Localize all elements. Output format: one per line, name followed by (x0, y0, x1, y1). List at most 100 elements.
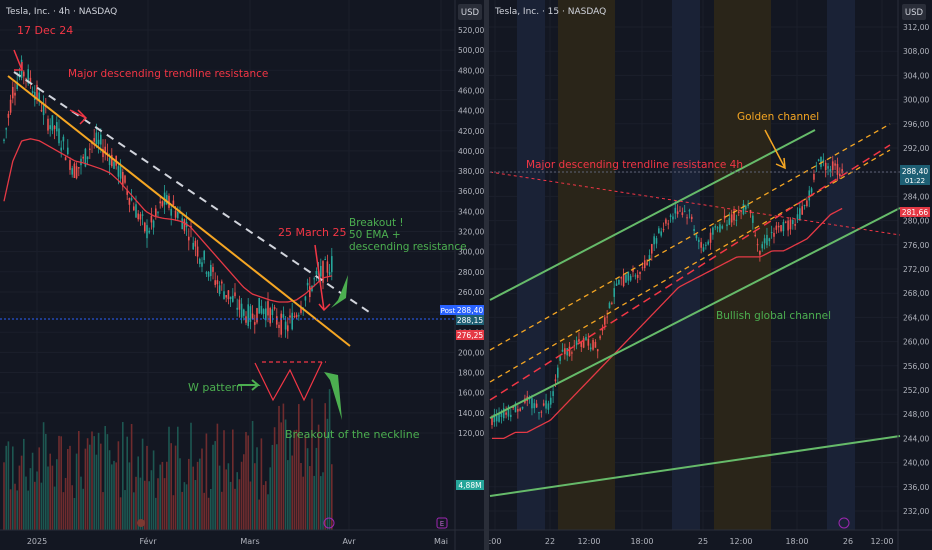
candle-body (260, 305, 263, 314)
candle-body (56, 122, 58, 132)
candle-body (86, 156, 89, 160)
dividend-icon[interactable] (323, 517, 335, 529)
dividend-icon[interactable] (838, 517, 850, 529)
annotation-golden-channel: Golden channel (737, 111, 819, 123)
pane-divider[interactable] (484, 0, 489, 550)
candle-body (161, 201, 164, 207)
ema-badge (456, 330, 484, 340)
volume-bar (315, 447, 318, 530)
candle-body (820, 156, 822, 167)
y-tick-label: 256,00 (903, 362, 929, 371)
candle-body (594, 341, 597, 348)
volume-bar (234, 488, 236, 530)
volume-bar (7, 441, 10, 530)
candle-body (69, 160, 71, 170)
currency-button[interactable] (458, 4, 482, 20)
candle-body (662, 229, 665, 231)
volume-bar (117, 441, 120, 530)
candle-body (740, 211, 742, 213)
candle-body (559, 356, 561, 361)
candle-body (315, 270, 318, 275)
volume-bar (148, 481, 150, 530)
earnings-icon[interactable] (436, 517, 448, 529)
candle-body (505, 412, 507, 415)
candle-body (839, 173, 841, 177)
y-tick-label: 420,00 (458, 127, 484, 136)
x-tick-label: 22 (545, 537, 555, 546)
volume-bar (216, 423, 219, 530)
volume-bar (313, 475, 315, 530)
candle-body (742, 203, 745, 215)
volume-bar (174, 445, 177, 530)
volume-bar (262, 484, 265, 530)
candle-body (726, 224, 728, 227)
volume-bar (280, 422, 282, 530)
y-tick-label: 300,00 (458, 248, 484, 257)
y-tick-label: 252,00 (903, 386, 929, 395)
candle-body (309, 286, 311, 298)
candle-body (632, 268, 634, 272)
candle-body (276, 316, 278, 325)
currency-label: USD (905, 8, 924, 18)
volume-bar (86, 438, 89, 530)
candle-body (831, 161, 834, 170)
y-tick-label: 276,00 (903, 241, 929, 250)
volume-bar (31, 452, 34, 530)
volume-bar (14, 483, 16, 530)
candle-body (827, 166, 829, 169)
candle-body (796, 214, 799, 220)
y-tick-label: 292,00 (903, 144, 929, 153)
candle-body (773, 232, 775, 237)
volume-bar (311, 398, 313, 530)
candle-body (502, 408, 505, 419)
candle-body (672, 216, 674, 220)
candle-body (73, 163, 76, 179)
currency-button[interactable] (902, 4, 926, 20)
candle-body (646, 262, 648, 266)
candle-body (721, 226, 724, 229)
countdown-label: 01:22 (905, 177, 925, 185)
y-tick-label: 280,00 (903, 217, 929, 226)
candle-body (144, 222, 146, 232)
volume-bar (278, 405, 280, 530)
candle-body (841, 169, 843, 174)
y-tick-label: 380,00 (458, 167, 484, 176)
volume-bar (155, 497, 157, 530)
volume-bar (324, 403, 326, 530)
candle-body (714, 226, 717, 228)
candle-body (733, 210, 735, 221)
y-tick-label: 340,00 (458, 207, 484, 216)
candle-body (517, 408, 519, 412)
volume-bar (260, 438, 263, 530)
y-tick-label: 460,00 (458, 86, 484, 95)
candle-body (521, 406, 524, 409)
candle-body (293, 316, 296, 318)
candle-body (78, 167, 80, 169)
candle-body (223, 291, 225, 300)
volume-bar (157, 478, 159, 530)
candle-body (108, 158, 111, 166)
candle-body (723, 215, 726, 219)
volume-bar (194, 480, 197, 530)
volume-bar (113, 460, 115, 530)
price-badge (900, 165, 930, 185)
golden-channel-top (489, 123, 891, 351)
candle-body (251, 313, 254, 319)
price-badge-label: 288,40 (457, 306, 483, 315)
volume-bar (106, 434, 109, 530)
y-tick-label: 200,00 (458, 348, 484, 357)
candle-body (512, 406, 514, 409)
candle-body (611, 302, 613, 304)
candle-body (495, 414, 498, 422)
volume-bar (309, 466, 311, 530)
event-icon[interactable] (137, 519, 145, 527)
candle-body (808, 190, 811, 201)
y-tick-label: 260,00 (903, 338, 929, 347)
x-tick-label: 25 (698, 537, 708, 546)
candle-body (792, 220, 794, 225)
candle-body (225, 295, 227, 298)
candle-body (829, 169, 832, 173)
candle-body (31, 91, 34, 94)
volume-bar (108, 450, 111, 530)
